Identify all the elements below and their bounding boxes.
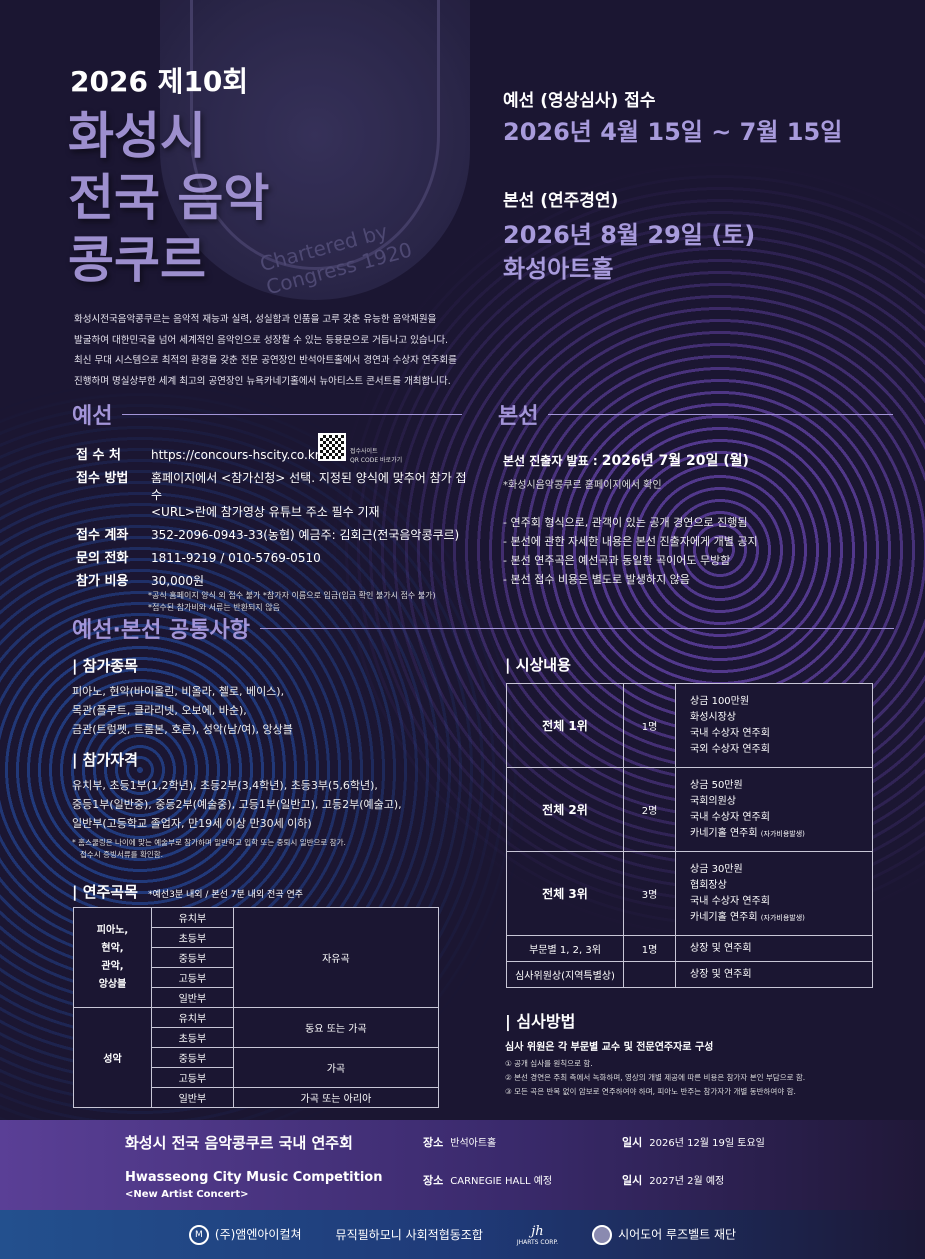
mni-logo-icon: M <box>188 1224 209 1245</box>
sponsor-mni: M (주)앰엔아이컬쳐 <box>188 1224 302 1245</box>
final-label: 본선 (연주경연) <box>503 191 619 211</box>
sponsors-bar: M (주)앰엔아이컬쳐 뮤직필하모니 사회적협동조합 jh JHARTS CORP.… <box>0 1210 925 1259</box>
main-title: 화성시 전국 음악 콩쿠르 <box>68 107 270 289</box>
roosevelt-medal-icon <box>592 1224 613 1245</box>
award-row: 부문별 1, 2, 3위 1명 상장 및 연주회 <box>506 935 873 962</box>
final-heading: 본선 <box>498 398 893 430</box>
award-name: 전체 1위 <box>506 683 624 768</box>
edition: 2026 제10회 <box>70 65 249 98</box>
qr-label: 접수사이트 QR CODE 바로가기 <box>350 448 403 464</box>
site-link[interactable]: https://concours-hscity.co.kr <box>151 448 320 462</box>
award-count: 1명 <box>623 935 676 962</box>
award-count: 2명 <box>623 767 676 852</box>
award-prizes: 상장 및 연주회 <box>675 961 873 988</box>
intro-text: 화성시전국음악콩쿠르는 음악적 재능과 실력, 성실함과 인품을 고루 갖춘 유… <box>74 314 457 387</box>
award-prizes: 상금 100만원 화성시장상 국내 수상자 연주회 국외 수상자 연주회 <box>675 683 873 768</box>
final-date: 2026년 8월 29일 (토) 화성아트홀 <box>503 221 756 283</box>
award-name: 심사위원상(지역특별상) <box>506 961 624 988</box>
judging: | 심사방법 심사 위원은 각 부문별 교수 및 전문연주자로 구성 ① 공개 … <box>505 1012 806 1096</box>
award-name: 전체 2위 <box>506 767 624 852</box>
award-count <box>623 961 676 988</box>
award-row: 전체 3위 3명 상금 30만원 협회장상 국내 수상자 연주회 카네기홀 연주회 (자가… <box>506 851 873 936</box>
qr-code[interactable] <box>318 433 346 461</box>
award-row: 심사위원상(지역특별상) 상장 및 연주회 <box>506 961 873 988</box>
prelim-label: 예선 (영상심사) 접수 <box>503 91 656 111</box>
award-name: 전체 3위 <box>506 851 624 936</box>
award-count: 1명 <box>623 683 676 768</box>
awards-title: | 시상내용 <box>505 656 571 674</box>
award-count: 3명 <box>623 851 676 936</box>
awards-table: 전체 1위 1명 상금 100만원 화성시장상 국내 수상자 연주회 국외 수상자 연주회… <box>506 683 873 988</box>
award-prizes: 상장 및 연주회 <box>675 935 873 962</box>
prelim-info: 접 수 처 https://concours-hscity.co.kr 접수 방법… <box>76 448 467 612</box>
concert-banner: 화성시 전국 음악콩쿠르 국내 연주회 Hwasseong City Music… <box>0 1120 925 1210</box>
final-info: 본선 진출자 발표 : 2026년 7월 20일 (월) *화성시음악콩쿠르 홈… <box>503 453 758 586</box>
sponsor-philharmony: 뮤직필하모니 사회적협동조합 <box>335 1228 483 1242</box>
award-prizes: 상금 30만원 협회장상 국내 수상자 연주회 카네기홀 연주회 (자가비용발생) <box>675 851 873 936</box>
categories: | 참가종목 피아노, 현악(바이올린, 비올라, 첼로, 베이스), 목관(플루… <box>72 657 402 901</box>
award-row: 전체 2위 2명 상금 50만원 국회의원상 국내 수상자 연주회 카네기홀 연주회 (자… <box>506 767 873 852</box>
common-heading: 예선·본선 공통사항 <box>72 612 894 644</box>
sponsor-jharts: jh JHARTS CORP. <box>516 1223 559 1246</box>
award-prizes: 상금 50만원 국회의원상 국내 수상자 연주회 카네기홀 연주회 (자가비용발생) <box>675 767 873 852</box>
repertoire-table: 피아노, 현악, 관악, 앙상블 유치부 자유곡 초등부 중등부 고등부 일반부 성… <box>73 907 440 1108</box>
prelim-heading: 예선 <box>72 398 462 430</box>
prelim-date: 2026년 4월 15일 ~ 7월 15일 <box>503 118 843 146</box>
award-row: 전체 1위 1명 상금 100만원 화성시장상 국내 수상자 연주회 국외 수상자 연주회 <box>506 683 873 768</box>
medal-image: Chartered by Congress 1920 <box>160 0 470 300</box>
sponsor-roosevelt: 시어도어 루즈벨트 재단 <box>592 1224 736 1245</box>
award-name: 부문별 1, 2, 3위 <box>506 935 624 962</box>
